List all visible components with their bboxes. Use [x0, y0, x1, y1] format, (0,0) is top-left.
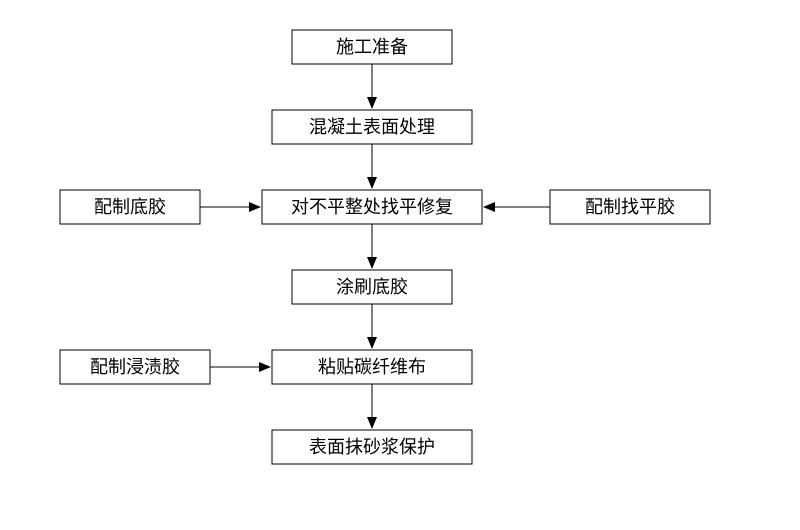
- flow-node-n1: 施工准备: [292, 30, 452, 64]
- flowchart-canvas: 施工准备混凝土表面处理对不平整处找平修复涂刷底胶粘贴碳纤维布表面抹砂浆保护 配制底…: [0, 0, 800, 530]
- flow-node-nL1: 配制底胶: [60, 190, 200, 224]
- flow-node-label: 粘贴碳纤维布: [318, 357, 426, 377]
- flow-node-label: 配制浸渍胶: [90, 357, 180, 377]
- flow-node-label: 表面抹砂浆保护: [309, 437, 435, 457]
- flow-node-label: 涂刷底胶: [336, 277, 408, 297]
- flow-node-nR1: 配制找平胶: [550, 190, 710, 224]
- nodes-layer: 施工准备混凝土表面处理对不平整处找平修复涂刷底胶粘贴碳纤维布表面抹砂浆保护 配制底…: [60, 30, 710, 464]
- flow-node-label: 混凝土表面处理: [309, 117, 435, 137]
- flow-node-label: 配制找平胶: [585, 197, 675, 217]
- flow-node-label: 施工准备: [336, 37, 408, 57]
- flow-node-label: 配制底胶: [94, 197, 166, 217]
- flow-node-n2: 混凝土表面处理: [272, 110, 472, 144]
- flow-node-n3: 对不平整处找平修复: [262, 190, 482, 224]
- flow-node-n5: 粘贴碳纤维布: [272, 350, 472, 384]
- flow-node-n4: 涂刷底胶: [292, 270, 452, 304]
- flow-node-n6: 表面抹砂浆保护: [272, 430, 472, 464]
- flow-node-label: 对不平整处找平修复: [291, 197, 453, 217]
- flow-node-nL2: 配制浸渍胶: [60, 350, 210, 384]
